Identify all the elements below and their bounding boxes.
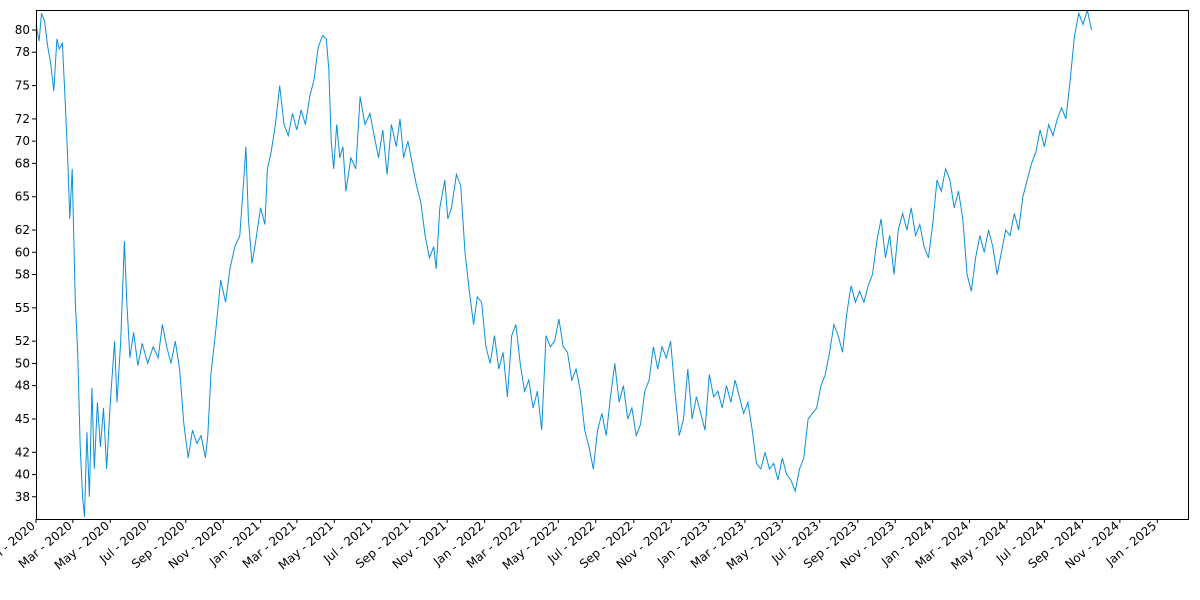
y-tick-label: 42 (15, 445, 30, 459)
y-tick-label: 68 (15, 156, 30, 170)
y-tick-label: 52 (15, 334, 30, 348)
y-tick-label: 78 (15, 45, 30, 59)
series-line (35, 9, 1093, 517)
y-axis: 38 40 42 45 48 50 52 55 58 60 62 65 68 70 72 75 78 80 (15, 23, 36, 504)
y-tick-label: 62 (15, 223, 30, 237)
y-tick-label: 58 (15, 268, 30, 282)
y-tick-label: 48 (15, 379, 30, 393)
y-tick-label: 75 (15, 79, 30, 93)
y-tick-label: 65 (15, 190, 30, 204)
y-tick-label: 45 (15, 412, 30, 426)
y-tick-label: 38 (15, 490, 30, 504)
y-tick-label: 72 (15, 112, 30, 126)
y-tick-label: 50 (15, 356, 30, 370)
plot-frame (36, 10, 1189, 520)
y-tick-label: 40 (15, 468, 30, 482)
y-tick-label: 60 (15, 245, 30, 259)
y-tick-label: 80 (15, 23, 30, 37)
y-tick-label: 55 (15, 301, 30, 315)
y-tick-label: 70 (15, 134, 30, 148)
